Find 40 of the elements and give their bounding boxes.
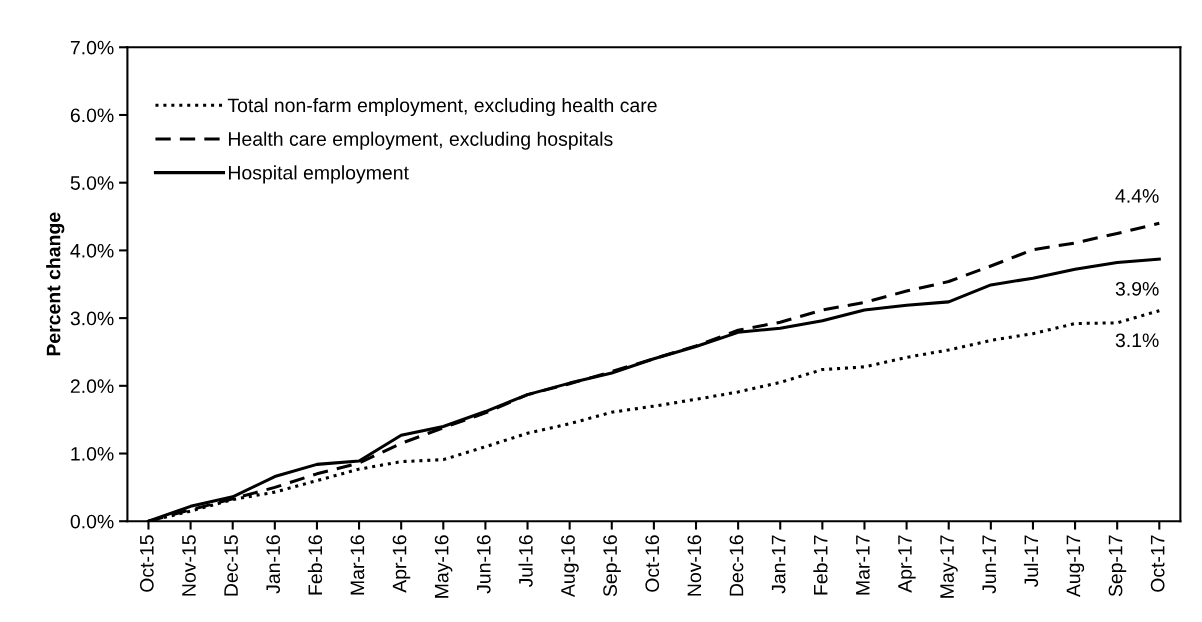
- y-tick-label: 4.0%: [70, 243, 114, 258]
- annotation: 3.9%: [1115, 281, 1159, 296]
- x-tick-label: Sep-16: [603, 535, 621, 597]
- x-tick-label: Apr-17: [898, 535, 916, 593]
- x-tick-label: May-17: [940, 535, 958, 598]
- x-tick-label: Oct-16: [645, 535, 660, 592]
- x-tick-label: Jul-17: [1023, 535, 1039, 588]
- x-tick-label: Mar-16: [350, 535, 365, 595]
- annotation: 4.4%: [1115, 189, 1159, 203]
- y-tick-label: 7.0%: [70, 40, 114, 55]
- x-tick-label: Jan-16: [266, 535, 281, 594]
- x-tick-label: Dec-15: [224, 535, 238, 596]
- legend-label: Total non-farm employment, excluding health care: [227, 97, 657, 117]
- x-tick-label: Oct-17: [1150, 535, 1165, 592]
- x-tick-label: Oct-15: [139, 535, 154, 592]
- x-tick-label: Jun-16: [476, 535, 491, 594]
- x-tick-label: Mar-17: [856, 535, 870, 595]
- x-tick-label: Aug-16: [561, 535, 579, 598]
- x-tick-label: Feb-17: [813, 535, 828, 595]
- x-tick-label: Feb-16: [307, 535, 323, 595]
- y-axis-title: Percent change: [46, 212, 65, 356]
- x-tick-label: Jun-17: [982, 535, 997, 594]
- x-tick-label: Dec-16: [729, 535, 744, 596]
- annotation: 3.1%: [1115, 333, 1159, 348]
- y-tick-label: 1.0%: [71, 446, 114, 461]
- y-tick-label: 2.0%: [70, 379, 114, 394]
- x-tick-label: May-16: [434, 535, 453, 598]
- y-tick-label: 5.0%: [70, 176, 114, 190]
- x-tick-label: Nov-15: [182, 535, 196, 596]
- x-tick-label: Jul-16: [518, 535, 533, 588]
- x-tick-label: Apr-16: [392, 535, 411, 593]
- x-tick-label: Sep-17: [1108, 535, 1127, 597]
- y-tick-label: 6.0%: [70, 108, 114, 123]
- x-tick-label: Nov-16: [687, 535, 702, 596]
- legend-label: Health care employment, excluding hospitals: [228, 131, 613, 150]
- x-tick-label: Jan-17: [771, 535, 786, 594]
- legend-label: Hospital employment: [228, 165, 409, 184]
- x-tick-label: Aug-17: [1066, 535, 1085, 598]
- y-tick-label: 3.0%: [70, 311, 114, 326]
- y-tick-label: 0.0%: [70, 514, 114, 529]
